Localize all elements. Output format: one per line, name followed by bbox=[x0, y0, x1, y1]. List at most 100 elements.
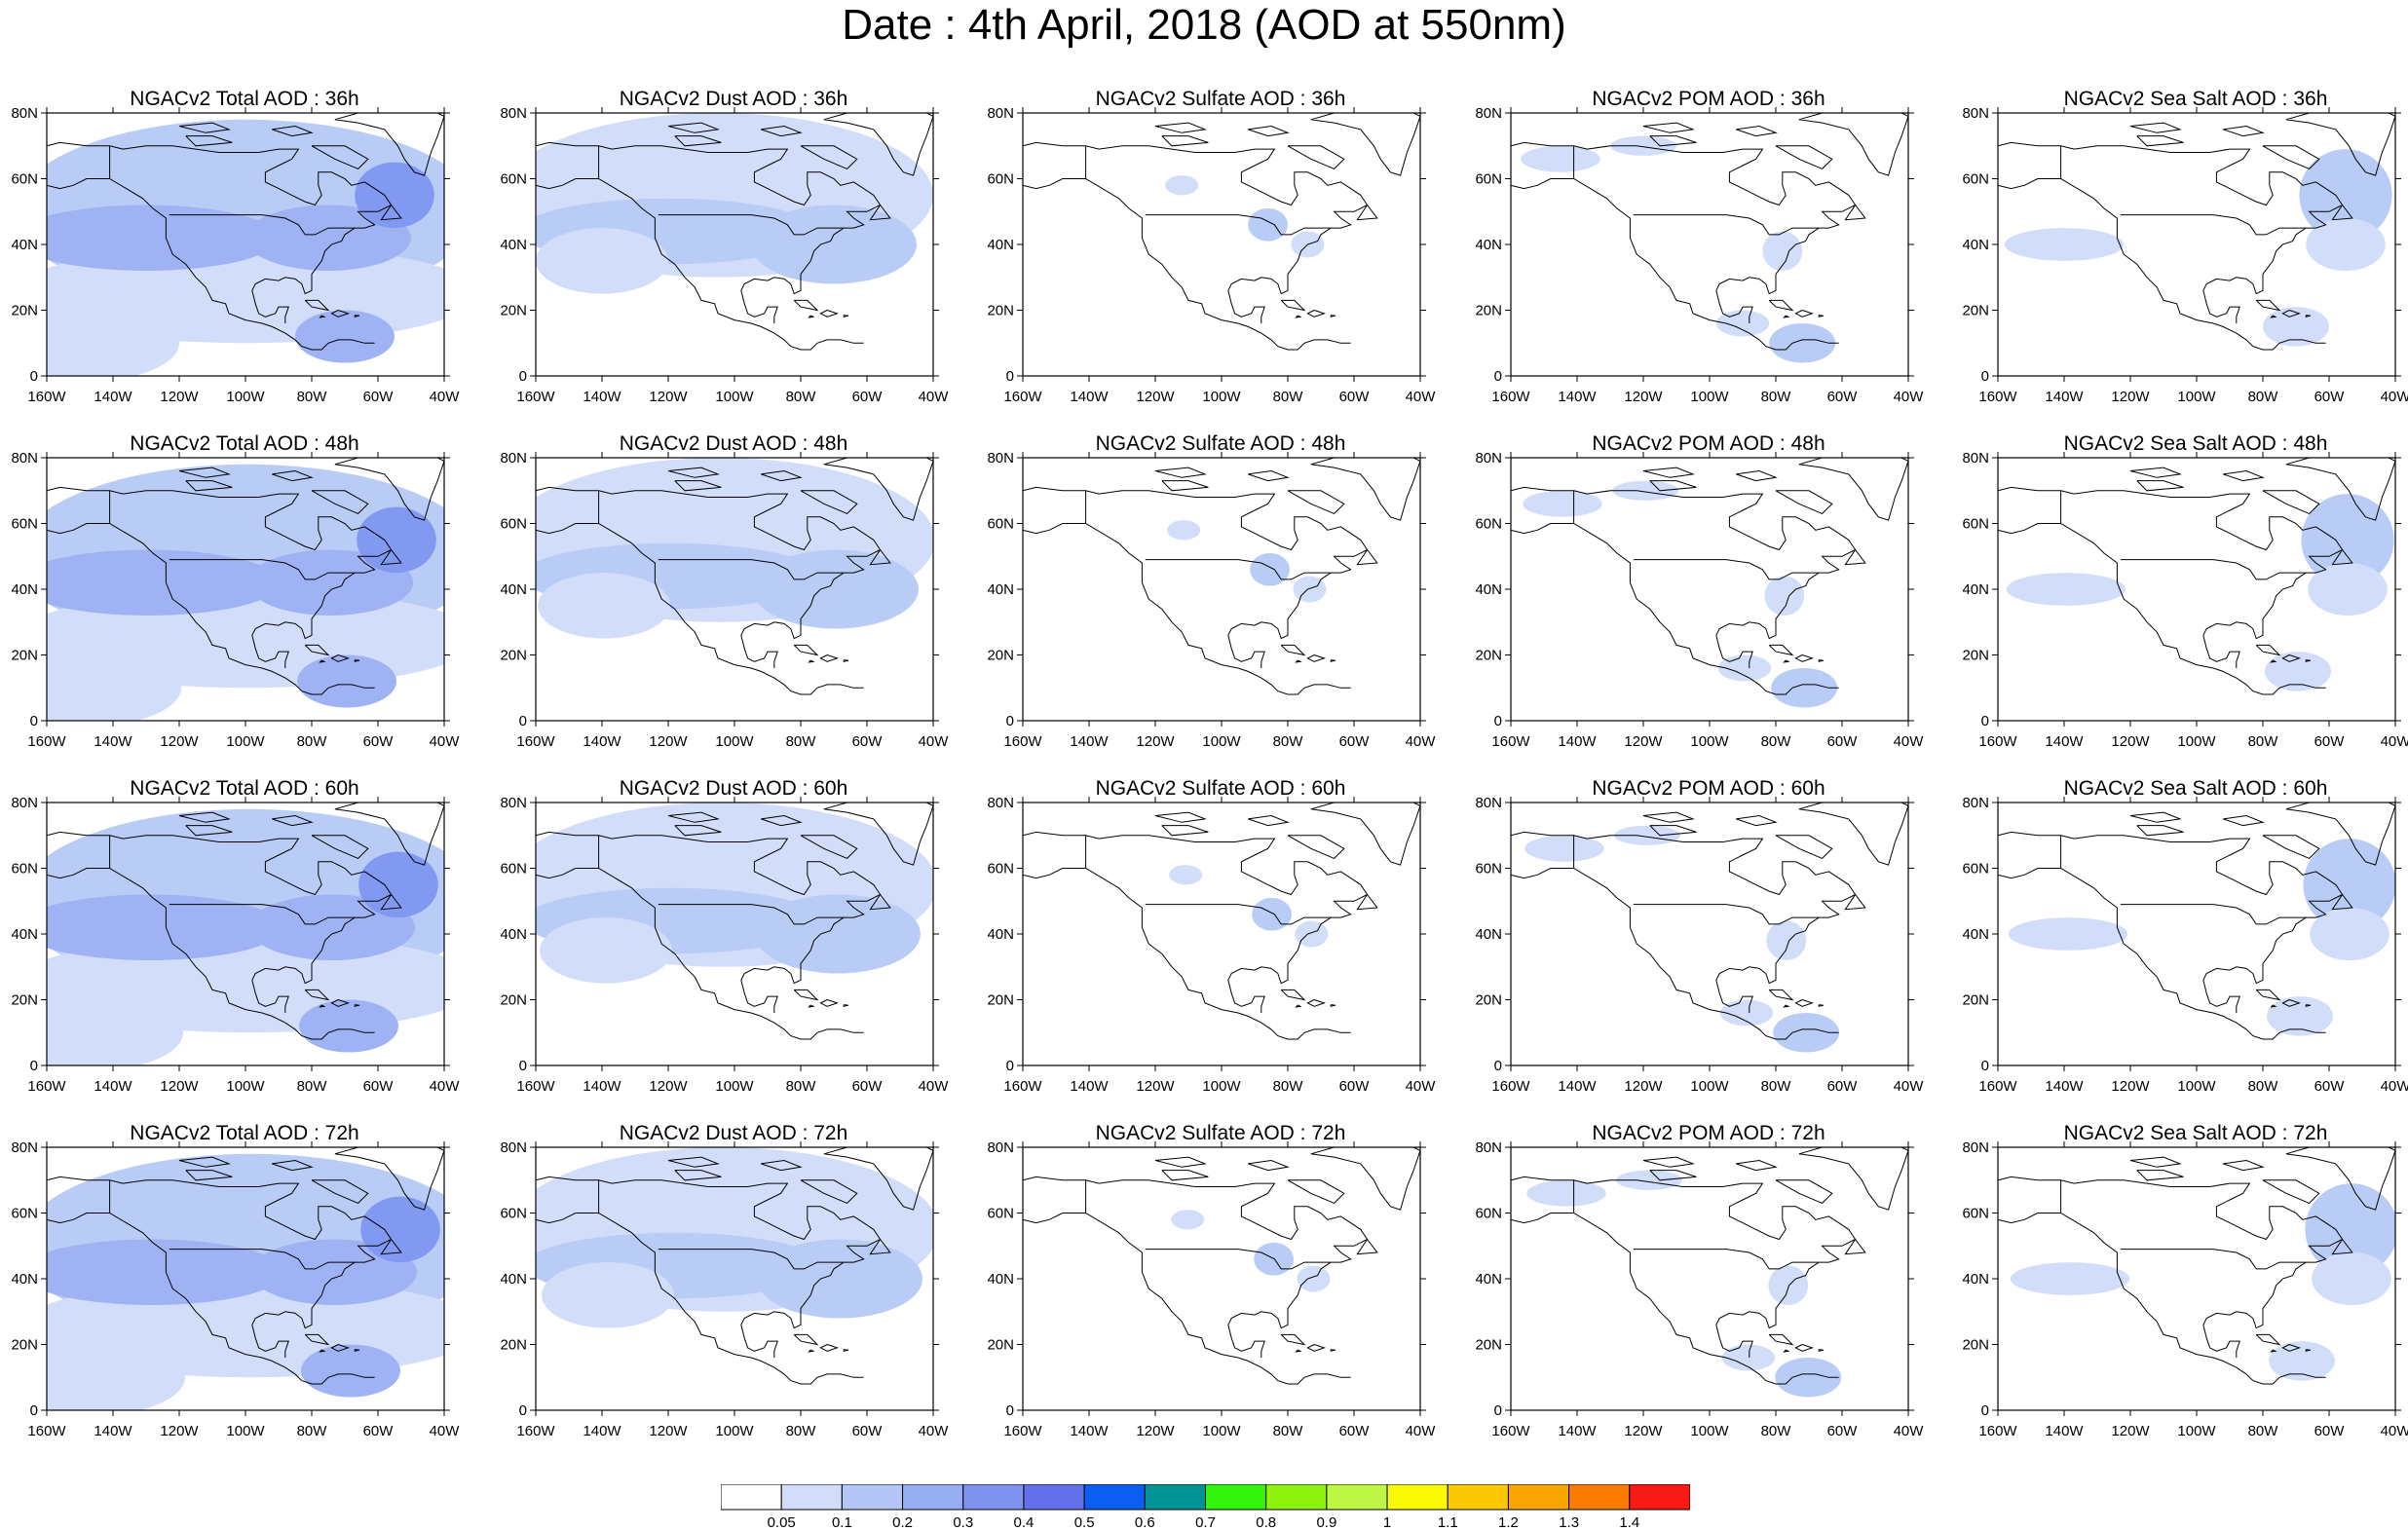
coastline-segment bbox=[1798, 113, 1908, 176]
coastlines bbox=[1023, 458, 1420, 695]
panel-title: NGACv2 POM AOD : 60h bbox=[1592, 777, 1825, 800]
coastline-segment bbox=[1794, 1344, 1814, 1352]
coastline-segment bbox=[2281, 654, 2301, 662]
coastline-segment bbox=[869, 205, 891, 221]
coastline-segment bbox=[793, 299, 819, 312]
aod-region bbox=[1165, 175, 1199, 196]
lat-tick-label: 40N bbox=[1962, 237, 1989, 253]
map-plot: 0 20N 40N 60N 80N 160W 140W 120W 100W 80W 60W 40W bbox=[1475, 1139, 1924, 1439]
coastline-segment bbox=[178, 467, 231, 478]
coastline-segment bbox=[1280, 299, 1306, 312]
panel-title: NGACv2 Sea Salt AOD : 60h bbox=[2063, 777, 2328, 800]
coastline-segment bbox=[2136, 825, 2184, 837]
lat-tick-label: 20N bbox=[987, 648, 1014, 664]
coastline-segment bbox=[1633, 559, 1820, 580]
lat-tick-label: 80N bbox=[500, 105, 527, 122]
coastline-segment bbox=[1023, 831, 1369, 985]
coastline-segment bbox=[304, 1333, 330, 1346]
aod-region bbox=[1762, 231, 1803, 271]
lon-tick-label: 100W bbox=[1202, 733, 1241, 750]
aod-region bbox=[1769, 323, 1836, 363]
lon-tick-label: 140W bbox=[583, 389, 621, 405]
coastline-segment bbox=[2136, 1170, 2184, 1181]
aod-region bbox=[2269, 1341, 2335, 1381]
coastline-segment bbox=[1023, 868, 1351, 1040]
aod-region bbox=[1616, 1170, 1682, 1190]
lon-tick-label: 160W bbox=[1003, 1078, 1042, 1095]
coastline-segment bbox=[2255, 1333, 2281, 1346]
lon-tick-label: 40W bbox=[1406, 1423, 1437, 1439]
lat-tick-label: 60N bbox=[1962, 861, 1989, 878]
coastline-segment bbox=[2136, 135, 2184, 147]
lat-tick-label: 20N bbox=[987, 1337, 1014, 1354]
panel-title: NGACv2 Sulfate AOD : 48h bbox=[1095, 432, 1346, 455]
lon-tick-label: 60W bbox=[852, 1078, 884, 1095]
aod-region bbox=[1614, 825, 1680, 845]
coastline-segment bbox=[1356, 1239, 1378, 1255]
coastline-segment bbox=[667, 122, 720, 133]
coastline-segment bbox=[311, 490, 369, 514]
coastline-segment bbox=[1280, 1333, 1306, 1346]
coastline-segment bbox=[793, 1333, 819, 1346]
lat-tick-label: 0 bbox=[1494, 368, 1502, 385]
coastlines bbox=[47, 803, 444, 1040]
coastline-segment bbox=[1310, 1147, 1420, 1211]
lon-tick-label: 100W bbox=[226, 1423, 265, 1439]
coastline-segment bbox=[1511, 1176, 1857, 1329]
lon-tick-label: 120W bbox=[2111, 1078, 2150, 1095]
colorbar-swatch bbox=[1083, 1484, 1146, 1511]
plot-background bbox=[1023, 1147, 1420, 1410]
coastline-segment bbox=[658, 559, 845, 580]
lat-tick-label: 60N bbox=[11, 1206, 38, 1222]
coastline-segment bbox=[761, 814, 803, 827]
coastline-segment bbox=[761, 469, 803, 482]
coastline-segment bbox=[819, 999, 839, 1007]
lat-tick-label: 80N bbox=[987, 1139, 1014, 1156]
lon-tick-label: 160W bbox=[1491, 1078, 1530, 1095]
coastline-segment bbox=[1768, 1333, 1794, 1346]
coastline-segment bbox=[2285, 113, 2395, 176]
lat-tick-label: 40N bbox=[11, 581, 38, 598]
coastline-segment bbox=[330, 1344, 350, 1352]
coastline-segment bbox=[1227, 980, 1265, 1013]
lon-tick-label: 60W bbox=[852, 389, 884, 405]
lon-tick-label: 60W bbox=[363, 733, 395, 750]
coastline-segment bbox=[1783, 659, 1790, 663]
panel-title: NGACv2 Dust AOD : 36h bbox=[619, 88, 848, 110]
coastline-segment bbox=[1310, 458, 1420, 521]
lon-tick-label: 80W bbox=[2248, 389, 2279, 405]
coastline-segment bbox=[1642, 467, 1695, 478]
coastline-segment bbox=[869, 549, 891, 566]
lat-tick-label: 40N bbox=[1475, 237, 1502, 253]
lon-tick-label: 80W bbox=[1761, 733, 1792, 750]
lat-tick-label: 0 bbox=[1981, 713, 1989, 729]
coastline-segment bbox=[1248, 1159, 1290, 1172]
lon-tick-label: 60W bbox=[2314, 389, 2346, 405]
lon-tick-label: 40W bbox=[2381, 389, 2408, 405]
aod-region bbox=[2299, 149, 2392, 242]
lon-tick-label: 80W bbox=[1761, 389, 1792, 405]
map-plot: 0 20N 40N 60N 80N 160W 140W 120W 100W 80W 60W 40W bbox=[987, 1139, 1436, 1439]
coastline-segment bbox=[819, 654, 839, 662]
coastlines bbox=[536, 803, 933, 1040]
aod-region bbox=[1297, 1265, 1331, 1292]
coastline-segment bbox=[2262, 835, 2320, 859]
coastline-segment bbox=[319, 1004, 326, 1008]
coastline-segment bbox=[1649, 825, 1697, 837]
lon-tick-label: 80W bbox=[786, 389, 817, 405]
lon-tick-label: 160W bbox=[1978, 733, 2017, 750]
map-panel-seasalt-48h: NGACv2 Sea Salt AOD : 48h 0 20N 40N 60N 80N 16… bbox=[1951, 432, 2408, 764]
coastline-segment bbox=[354, 315, 360, 317]
coastline-segment bbox=[1818, 1349, 1825, 1352]
coastline-segment bbox=[47, 178, 375, 351]
colorbar-swatch bbox=[1507, 1484, 1570, 1511]
coastline-segment bbox=[272, 1159, 314, 1172]
lon-tick-label: 100W bbox=[226, 1078, 265, 1095]
lon-tick-label: 160W bbox=[27, 1078, 66, 1095]
lat-tick-label: 40N bbox=[500, 1271, 527, 1288]
lon-tick-label: 40W bbox=[430, 733, 461, 750]
aod-field bbox=[2006, 494, 2394, 691]
lon-tick-label: 160W bbox=[1978, 1078, 2017, 1095]
coastline-segment bbox=[808, 1004, 815, 1008]
aod-region bbox=[1612, 480, 1678, 501]
